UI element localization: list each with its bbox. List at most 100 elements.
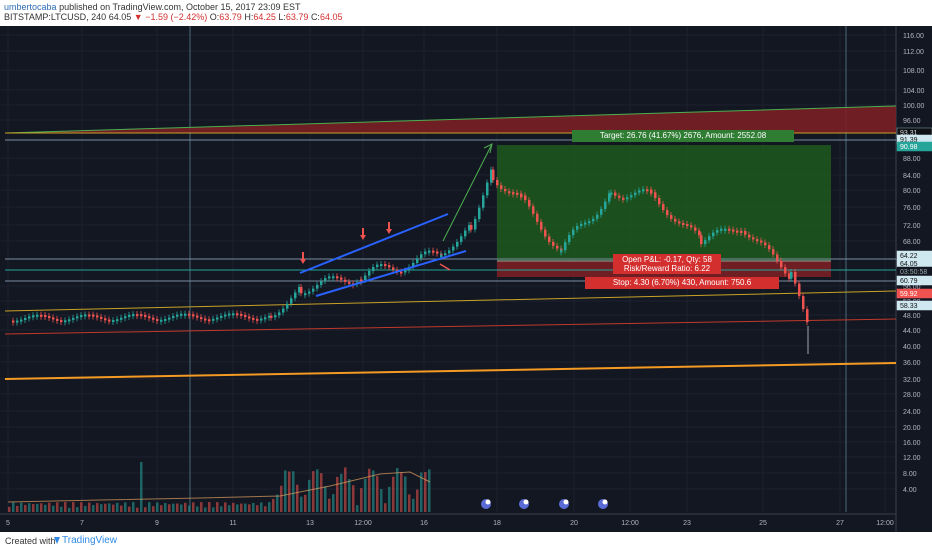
candle-body (528, 200, 531, 207)
candle-body (544, 229, 547, 237)
volume-bar (8, 506, 11, 512)
volume-bar (316, 469, 319, 512)
volume-bar (124, 502, 127, 512)
candle-body (200, 317, 203, 320)
volume-bar (140, 462, 143, 512)
volume-bar (160, 505, 163, 512)
volume-bar (348, 479, 351, 512)
volume-bar (268, 502, 271, 512)
candle-body (752, 237, 755, 240)
candle-body (220, 315, 223, 318)
candle-body (244, 315, 247, 318)
volume-bar (396, 468, 399, 512)
close-label: C: (310, 12, 320, 22)
y-axis-tick-label: 72.00 (903, 223, 921, 230)
volume-bar (424, 471, 427, 512)
candle-body (630, 195, 633, 198)
candle-body (160, 319, 163, 322)
y-axis-tick-label: 88.00 (903, 156, 921, 163)
candle-body (268, 315, 271, 318)
price-axis-tag: 64.05 (896, 258, 932, 269)
volume-bar (108, 503, 111, 512)
candle-body (148, 316, 151, 319)
candle-body (324, 278, 327, 282)
candle-body (756, 239, 759, 242)
volume-bar (92, 505, 95, 512)
volume-moving-average (7, 471, 431, 503)
candle-body (608, 193, 611, 202)
candle-body (592, 218, 595, 222)
candle-body (540, 221, 543, 230)
candle-body (328, 276, 331, 279)
candle-body (790, 272, 793, 279)
tradingview-brand[interactable]: TradingView (62, 535, 118, 546)
volume-bar (324, 486, 327, 512)
last-price: 64.05 (108, 12, 132, 22)
candle-body (316, 284, 319, 289)
candle-body (720, 228, 723, 231)
candle-body (674, 218, 677, 222)
candle-body (332, 276, 335, 279)
channel-upper (299, 213, 449, 274)
down-arrow-icon (360, 235, 366, 240)
volume-bar (420, 472, 423, 512)
volume-bar (204, 507, 207, 512)
candle-body (560, 250, 563, 253)
candle-body (638, 190, 641, 193)
economic-event-icon (602, 499, 608, 505)
candle-body (294, 292, 297, 299)
candle-body (626, 197, 629, 200)
candle-body (784, 267, 787, 274)
chart-area[interactable]: 116.00 112.00 108.00 104.00 100.00 96.00 88.00… (0, 26, 932, 532)
volume-bar (372, 470, 375, 512)
volume-bar (296, 484, 299, 512)
candle-body (772, 249, 775, 255)
candle-body (452, 246, 455, 251)
candle-body (716, 230, 719, 233)
candle-body (282, 308, 285, 313)
volume-bar (112, 504, 115, 512)
candle-body (524, 195, 527, 201)
volume-bar (376, 476, 379, 512)
price-chart[interactable]: 116.00 112.00 108.00 104.00 100.00 96.00 88.00… (0, 26, 932, 532)
price-axis-tag: 64.22 (896, 250, 932, 261)
candle-body (478, 207, 481, 220)
volume-bar (428, 469, 431, 512)
candle-body (64, 320, 67, 323)
candle-body (486, 182, 489, 196)
x-axis-tick-label: 23 (683, 520, 691, 527)
chart-header: umbertocaba published on TradingView.com… (0, 0, 932, 26)
candle-body (112, 320, 115, 323)
volume-bar (276, 494, 279, 512)
candle-body (794, 272, 797, 284)
y-axis-tick-label: 84.00 (903, 173, 921, 180)
candle-body (340, 277, 343, 280)
volume-bar (184, 502, 187, 512)
created-with-text: Created with (5, 536, 56, 546)
volume-bar (380, 489, 383, 512)
candle-body (740, 230, 743, 233)
volume-bar (328, 498, 331, 512)
candle-body (416, 258, 419, 263)
candle-body (798, 283, 801, 297)
y-axis-tick-label: 8.00 (903, 471, 917, 478)
price-tag-text: 58.33 (900, 303, 918, 310)
candle-body (508, 191, 511, 194)
volume-bar (408, 494, 411, 512)
candle-body (708, 236, 711, 241)
candle-body (678, 221, 681, 224)
volume-bar (84, 506, 87, 512)
candle-body (496, 180, 499, 186)
candle-body (260, 318, 263, 321)
y-axis-tick-label: 4.00 (903, 487, 917, 494)
volume-bar (412, 498, 415, 512)
candle-body (694, 227, 697, 231)
y-axis-tick-label: 100.00 (903, 103, 925, 110)
volume-bar (212, 507, 215, 512)
candle-body (76, 316, 79, 319)
low-value: 63.79 (285, 12, 309, 22)
price-tag-text: 03:50:58 (900, 269, 927, 276)
candle-body (424, 251, 427, 255)
volume-bar (404, 476, 407, 512)
author-link[interactable]: umbertocaba (4, 2, 57, 12)
